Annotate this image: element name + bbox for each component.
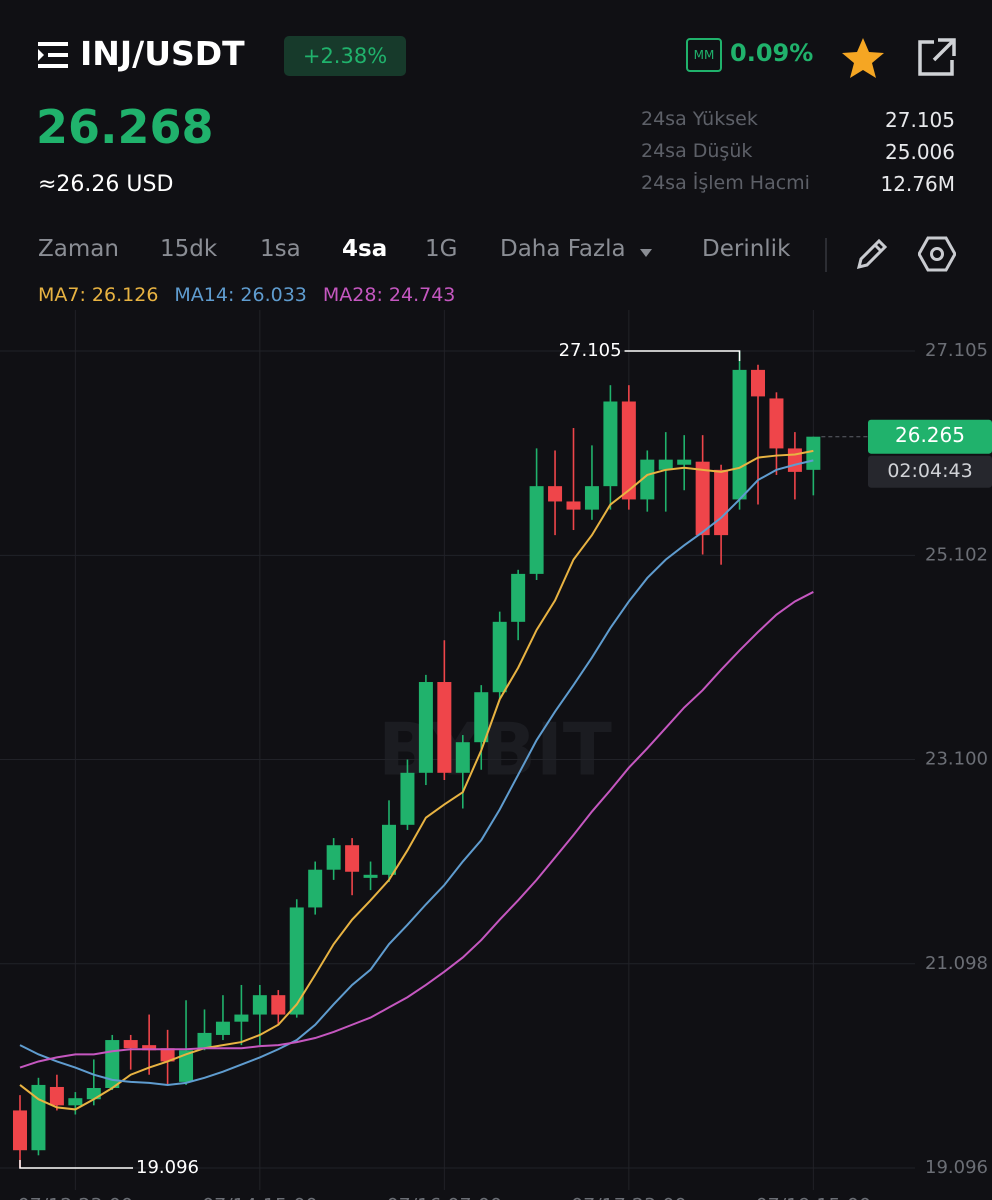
tab[interactable]: Derinlik [702, 236, 791, 262]
y-tick-label: 27.105 [925, 340, 988, 361]
countdown: 02:04:43 [887, 460, 972, 482]
tab[interactable]: Daha Fazla [500, 236, 626, 262]
tab[interactable]: 4sa [342, 236, 388, 262]
price-usd: ≈26.26 USD [38, 172, 174, 197]
candle-body [215, 1021, 230, 1035]
max-annotation: 27.105 [559, 340, 622, 361]
candle-body [160, 1048, 175, 1062]
stat-value: 27.105 [885, 108, 955, 132]
ma-line [19, 449, 814, 1111]
watermark: BYBIT [378, 708, 612, 792]
pair[interactable]: INJ/USDT [80, 34, 245, 73]
last-price-label: 26.265 [895, 423, 965, 447]
stat-value: 12.76M [880, 172, 955, 196]
legend-entry: MA28: 24.743 [322, 284, 456, 306]
x-tick-label: 07/12 23:00 [18, 1195, 134, 1200]
candle-body [548, 486, 563, 502]
y-tick-label: 21.098 [925, 953, 988, 974]
menu-icon[interactable] [38, 40, 70, 70]
candle-body [345, 845, 360, 872]
candle-body [584, 486, 599, 510]
y-tick-label: 23.100 [925, 749, 988, 770]
candle-body [363, 874, 378, 878]
min-annotation: 19.096 [136, 1157, 199, 1178]
countdown-tag [868, 455, 992, 488]
candle-body [68, 1098, 83, 1106]
candle-body [179, 1050, 194, 1082]
last-price-tag [868, 419, 992, 454]
x-tick-label: 07/16 07:00 [387, 1195, 503, 1200]
candle-body [529, 486, 544, 574]
candle-body [695, 461, 710, 536]
mm-rate: 0.09% [730, 39, 814, 67]
candle-body [400, 772, 415, 825]
stat-label: 24sa Düşük [641, 140, 753, 162]
candle-body [621, 401, 636, 500]
min-annotation-line [19, 1159, 133, 1169]
legend: MA7: 26.126 MA14: 26.033 MA28: 24.743 [38, 284, 455, 306]
dropdown-arrow[interactable] [640, 249, 652, 257]
tab[interactable]: 1sa [260, 236, 301, 262]
candle-body [769, 398, 784, 449]
y-tick-label: 25.102 [925, 544, 988, 565]
tab[interactable]: 1G [425, 236, 458, 262]
candle-body [234, 1014, 249, 1022]
candle-body [658, 459, 673, 470]
candle-body [511, 573, 526, 622]
draw-tool[interactable] [855, 237, 889, 271]
candle-body [197, 1032, 212, 1049]
share-icon[interactable] [916, 36, 958, 78]
stat-value: 25.006 [885, 140, 955, 164]
ma-line [19, 459, 814, 1086]
candle-body [326, 845, 341, 870]
candle-body [806, 436, 821, 470]
candle-body [640, 459, 655, 500]
candle-body [492, 621, 507, 693]
candle-body [86, 1087, 101, 1100]
legend-entry: MA14: 26.033 [174, 284, 307, 306]
candle-body [455, 742, 470, 773]
favorite-star[interactable] [840, 36, 886, 80]
candle-body [13, 1110, 27, 1151]
legend-entry: MA7: 26.126 [38, 284, 159, 306]
candle-body [787, 448, 802, 472]
change-badge: +2.38% [284, 36, 406, 76]
tab[interactable]: Zaman [38, 236, 119, 262]
candle-body [603, 401, 618, 487]
ma-line [19, 591, 814, 1069]
candle-body [714, 469, 729, 536]
x-tick-label: 07/19 15:00 [756, 1195, 872, 1200]
max-annotation-line [624, 350, 741, 362]
stat-label: 24sa İşlem Hacmi [641, 172, 810, 194]
candle-body [418, 682, 433, 773]
candle-body [732, 369, 747, 500]
candle-body [49, 1086, 64, 1106]
settings-icon[interactable] [918, 236, 956, 272]
candle-body [437, 682, 452, 773]
candle-body [566, 501, 581, 510]
last-price: 26.268 [36, 100, 214, 154]
candle-body [142, 1045, 157, 1051]
candle-body [271, 995, 286, 1015]
divider [825, 238, 827, 272]
candle-body [252, 995, 267, 1015]
candle-body [308, 869, 323, 908]
mm-badge[interactable]: MM [686, 38, 722, 72]
candle-body [289, 907, 304, 1015]
candle-body [474, 692, 489, 743]
x-tick-label: 07/14 15:00 [202, 1195, 318, 1200]
y-tick-label: 19.096 [925, 1157, 988, 1178]
candle-body [751, 369, 765, 397]
tab[interactable]: 15dk [160, 236, 218, 262]
candle-body [123, 1040, 138, 1049]
candle-body [382, 824, 396, 875]
stat-label: 24sa Yüksek [641, 108, 758, 130]
x-tick-label: 07/17 23:00 [571, 1195, 687, 1200]
candle-body [677, 459, 692, 465]
